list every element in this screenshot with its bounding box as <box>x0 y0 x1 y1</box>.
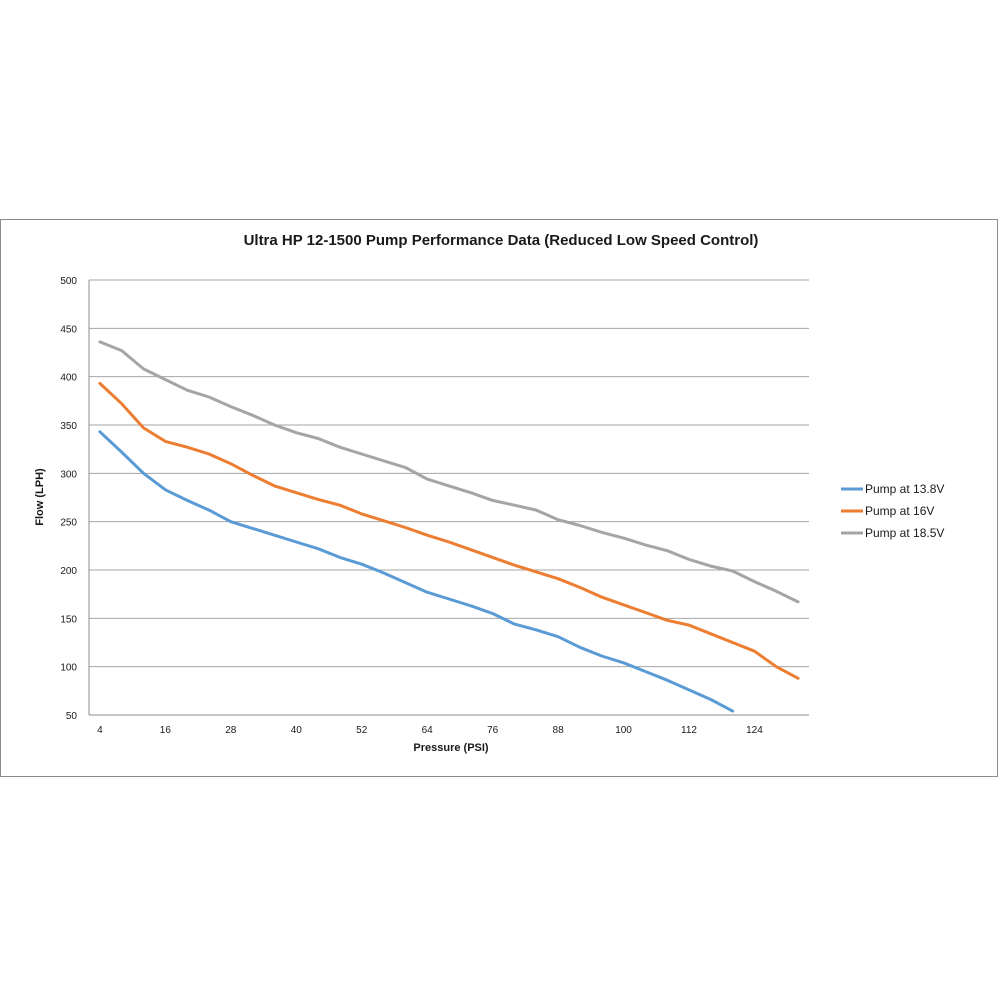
y-axis-title: Flow (LPH) <box>34 468 46 526</box>
y-tick-label: 200 <box>60 566 77 577</box>
y-tick-label: 50 <box>66 711 78 722</box>
y-tick-label: 500 <box>60 276 77 287</box>
series-line-3 <box>98 340 800 604</box>
y-tick-label: 100 <box>60 663 77 674</box>
x-tick-label: 16 <box>160 725 172 736</box>
series-line-1 <box>98 430 735 713</box>
y-tick-labels: 50 100 150 200 250 300 350 400 450 500 <box>60 276 77 722</box>
legend-label-2: Pump at 16V <box>865 504 934 518</box>
x-tick-label: 124 <box>746 725 763 736</box>
y-tick-label: 300 <box>60 469 77 480</box>
x-tick-label: 112 <box>681 725 697 736</box>
x-tick-label: 4 <box>97 725 103 736</box>
legend-label-3: Pump at 18.5V <box>865 526 944 540</box>
y-tick-label: 450 <box>60 324 77 335</box>
x-tick-label: 40 <box>291 725 303 736</box>
x-tick-labels: 4 16 28 40 52 64 76 88 100 112 124 <box>97 725 763 736</box>
legend-label-1: Pump at 13.8V <box>865 482 944 496</box>
series-lines <box>98 340 800 713</box>
x-tick-label: 28 <box>225 725 237 736</box>
chart-svg: Ultra HP 12-1500 Pump Performance Data (… <box>34 232 944 754</box>
y-tick-label: 150 <box>60 614 77 625</box>
x-axis-title: Pressure (PSI) <box>413 742 489 754</box>
x-tick-label: 100 <box>615 725 632 736</box>
series-line-2 <box>98 381 800 680</box>
y-tick-label: 350 <box>60 421 77 432</box>
y-tick-label: 250 <box>60 518 77 529</box>
x-tick-label: 52 <box>356 725 368 736</box>
x-tick-label: 76 <box>487 725 499 736</box>
x-tick-label: 88 <box>553 725 565 736</box>
y-tick-label: 400 <box>60 373 77 384</box>
gridlines <box>89 279 809 668</box>
x-tick-label: 64 <box>422 725 434 736</box>
chart-frame: Ultra HP 12-1500 Pump Performance Data (… <box>0 219 998 777</box>
legend: Pump at 13.8V Pump at 16V Pump at 18.5V <box>841 482 944 540</box>
chart-title: Ultra HP 12-1500 Pump Performance Data (… <box>244 232 759 249</box>
